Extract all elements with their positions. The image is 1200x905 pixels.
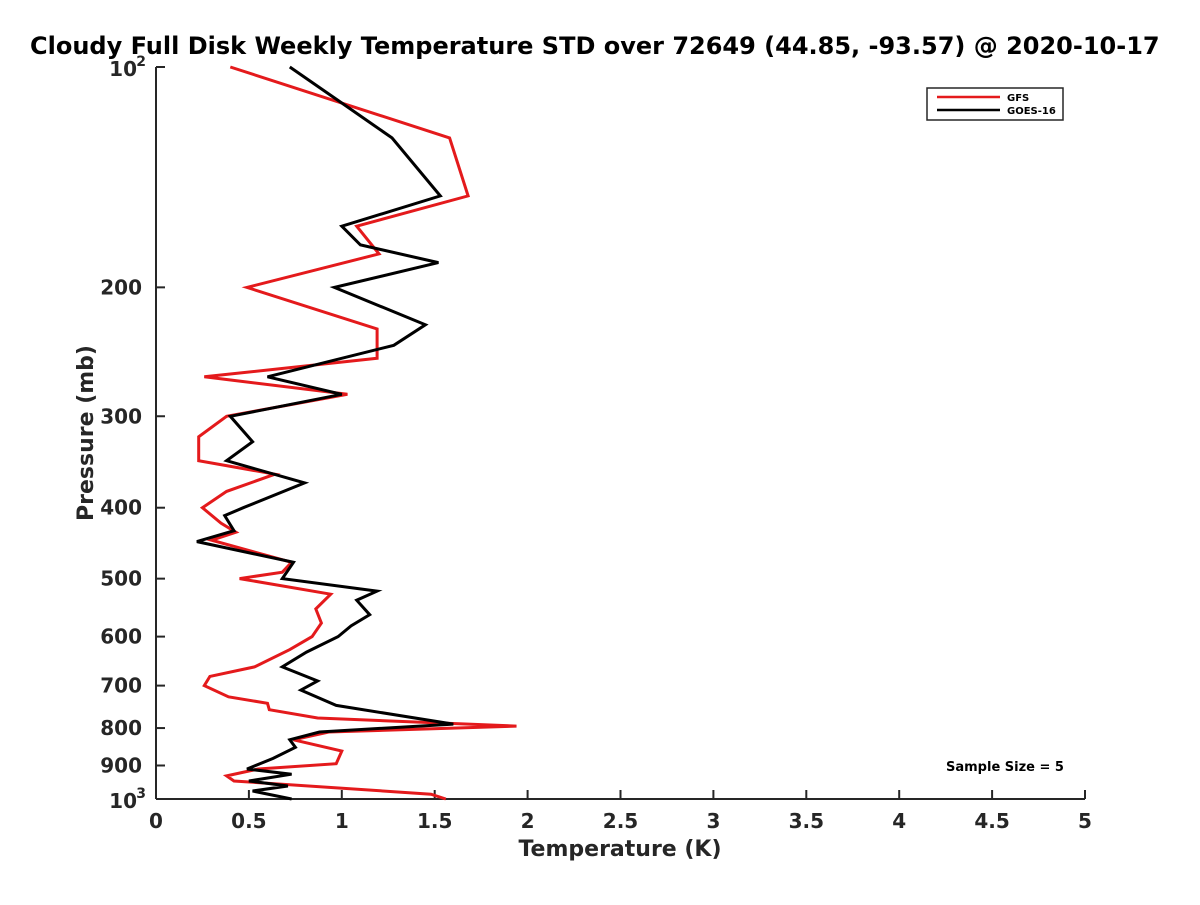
legend-box	[926, 87, 1064, 121]
y-tick-base: 900	[100, 754, 142, 778]
y-tick-base: 300	[100, 404, 142, 428]
y-tick-base: 10	[109, 57, 137, 81]
x-tick-label: 0.5	[231, 809, 266, 833]
series-group	[196, 65, 517, 801]
x-tick-label: 4	[892, 809, 906, 833]
legend: GFS GOES-16	[926, 87, 1064, 121]
y-tick-base: 700	[100, 674, 142, 698]
x-tick-label: 4.5	[974, 809, 1009, 833]
y-tick-label: 210	[109, 54, 146, 81]
y-tick-label: 700	[100, 674, 142, 698]
chart-title: Cloudy Full Disk Weekly Temperature STD …	[30, 32, 1160, 60]
y-tick-base: 400	[100, 496, 142, 520]
axes	[155, 67, 1085, 800]
legend-label-goes16: GOES-16	[1007, 106, 1056, 117]
y-tick-exponent: 2	[136, 54, 146, 70]
y-tick-exponent: 3	[136, 786, 146, 802]
x-tick-label: 1	[335, 809, 349, 833]
sample-size-annotation: Sample Size = 5	[946, 760, 1064, 775]
y-tick-base: 600	[100, 625, 142, 649]
y-tick-label: 500	[100, 567, 142, 591]
y-tick-label: 300	[100, 404, 142, 428]
x-tick-label: 3	[706, 809, 720, 833]
y-tick-label: 310	[109, 786, 146, 813]
y-tick-label: 200	[100, 275, 142, 299]
x-ticks: 0 0.5 1 1.5 2 2.5 3 3.5 4 4.5 5	[149, 790, 1092, 833]
y-tick-label: 600	[100, 625, 142, 649]
y-tick-base: 10	[109, 789, 137, 813]
y-tick-base: 500	[100, 567, 142, 591]
x-tick-label: 5	[1078, 809, 1092, 833]
series-line-goes16	[196, 65, 454, 801]
y-tick-base: 800	[100, 716, 142, 740]
y-tick-base: 200	[100, 275, 142, 299]
y-tick-label: 900	[100, 754, 142, 778]
x-tick-label: 1.5	[417, 809, 452, 833]
x-tick-label: 3.5	[789, 809, 824, 833]
x-tick-label: 2	[521, 809, 535, 833]
x-tick-label: 2.5	[603, 809, 638, 833]
y-tick-label: 400	[100, 496, 142, 520]
x-tick-label: 0	[149, 809, 163, 833]
legend-label-gfs: GFS	[1007, 93, 1029, 104]
y-axis-label: Pressure (mb)	[74, 345, 99, 521]
x-axis-label: Temperature (K)	[518, 837, 721, 862]
y-tick-label: 800	[100, 716, 142, 740]
